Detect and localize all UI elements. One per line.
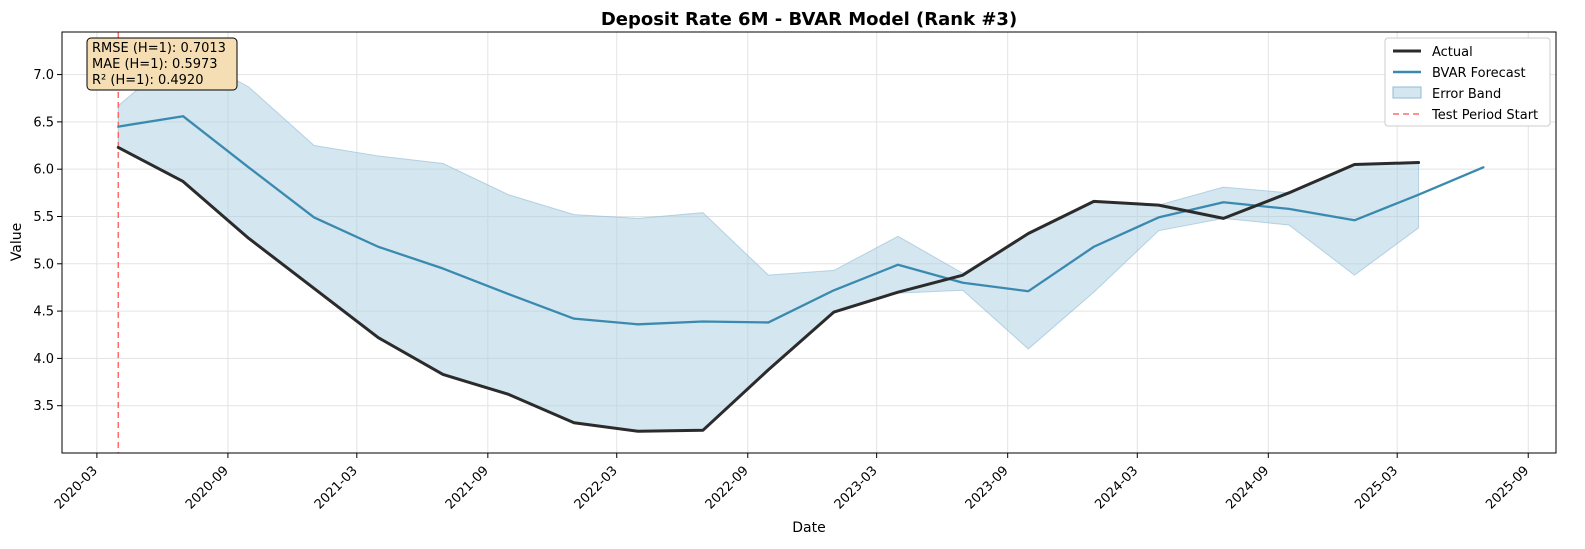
y-ticks: 3.5 4.0 4.5 5.0 5.5 6.0 6.5 7.0 [33, 68, 62, 414]
y-tick-label: 4.5 [33, 305, 54, 320]
metric-rmse: RMSE (H=1): 0.7013 [92, 41, 226, 56]
y-tick-label: 7.0 [33, 68, 54, 83]
y-tick-label: 5.5 [33, 210, 54, 225]
metrics-box: RMSE (H=1): 0.7013 MAE (H=1): 0.5973 R² … [86, 37, 238, 91]
y-tick-label: 5.0 [33, 257, 54, 272]
metric-mae: MAE (H=1): 0.5973 [92, 57, 218, 72]
y-axis-label: Value [9, 223, 25, 261]
y-tick-label: 3.5 [33, 399, 54, 414]
y-tick-label: 6.0 [33, 163, 54, 178]
actual-series-line [116, 145, 1421, 433]
legend-label-forecast: BVAR Forecast [1432, 66, 1526, 81]
legend-label-actual: Actual [1432, 45, 1473, 60]
legend-box [1384, 37, 1551, 127]
metrics-box-background [86, 37, 238, 91]
legend: Actual BVAR Forecast Error Band Test Per… [1384, 37, 1551, 127]
series-layer [116, 115, 1485, 433]
metric-r2: R² (H=1): 0.4920 [92, 73, 203, 88]
legend-label-error-band: Error Band [1432, 87, 1501, 102]
plot-frame [61, 31, 1557, 454]
legend-label-test-start: Test Period Start [1431, 108, 1538, 123]
y-tick-label: 4.0 [33, 352, 54, 367]
chart-title: Deposit Rate 6M - BVAR Model (Rank #3) [601, 9, 1017, 30]
x-axis-label: Date [792, 520, 825, 536]
legend-swatch-error-band [1392, 86, 1422, 99]
y-tick-label: 6.5 [33, 115, 54, 130]
